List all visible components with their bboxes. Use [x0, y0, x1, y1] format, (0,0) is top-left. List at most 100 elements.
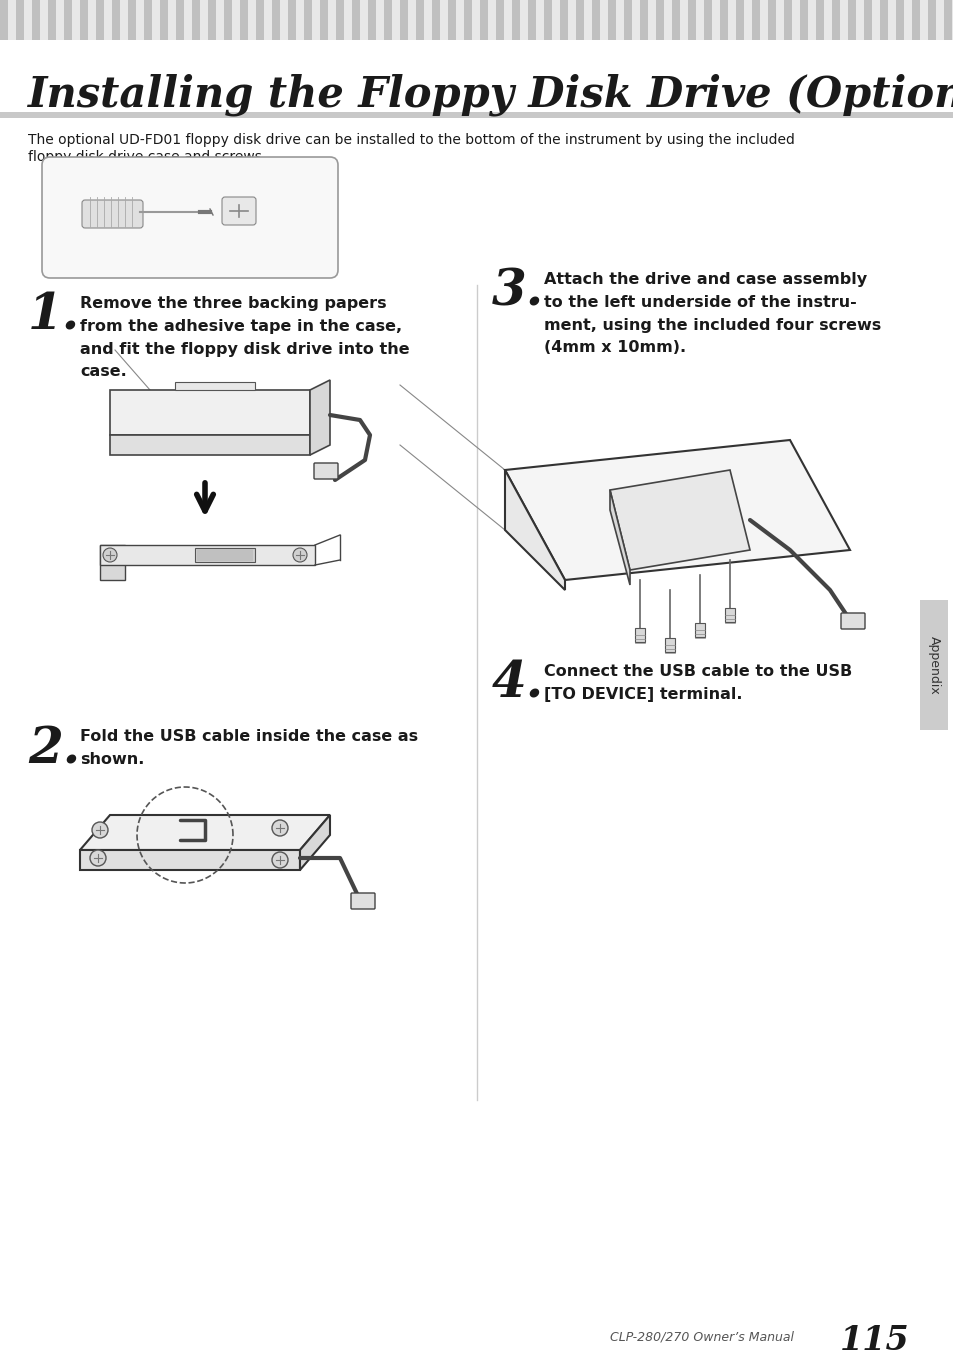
Bar — [791, 0, 800, 41]
Text: Connect the USB cable to the USB
[TO DEVICE] terminal.: Connect the USB cable to the USB [TO DEV… — [543, 663, 851, 701]
Bar — [208, 0, 215, 41]
Bar — [599, 0, 607, 41]
Bar — [272, 0, 280, 41]
Bar — [919, 600, 947, 730]
Bar — [48, 0, 56, 41]
Bar — [635, 628, 644, 642]
Bar — [215, 0, 224, 41]
Bar — [196, 549, 253, 561]
Bar — [720, 0, 727, 41]
FancyBboxPatch shape — [82, 200, 143, 228]
Bar — [656, 0, 663, 41]
Bar — [232, 0, 240, 41]
Bar — [567, 0, 576, 41]
Bar — [879, 0, 887, 41]
Bar — [416, 0, 423, 41]
Bar — [616, 0, 623, 41]
Bar — [8, 0, 16, 41]
Bar — [576, 0, 583, 41]
Bar — [503, 0, 512, 41]
Bar — [527, 0, 536, 41]
Bar — [647, 0, 656, 41]
Bar — [543, 0, 552, 41]
Circle shape — [272, 820, 288, 836]
Bar — [711, 0, 720, 41]
Bar — [175, 0, 184, 41]
Bar — [903, 0, 911, 41]
Bar — [512, 0, 519, 41]
Bar — [432, 0, 439, 41]
Bar — [312, 0, 319, 41]
Bar — [136, 0, 144, 41]
Polygon shape — [100, 544, 125, 580]
Text: Attach the drive and case assembly
to the left underside of the instru-
ment, us: Attach the drive and case assembly to th… — [543, 272, 881, 355]
Bar — [519, 0, 527, 41]
Text: 2.: 2. — [28, 725, 80, 774]
Polygon shape — [504, 470, 564, 590]
Text: 1.: 1. — [28, 292, 80, 340]
FancyBboxPatch shape — [351, 893, 375, 909]
Bar — [248, 0, 255, 41]
Bar — [359, 0, 368, 41]
Polygon shape — [310, 380, 330, 455]
Bar — [184, 0, 192, 41]
Bar — [607, 0, 616, 41]
Bar — [392, 0, 399, 41]
Bar — [935, 0, 943, 41]
Bar — [194, 549, 254, 562]
Bar — [951, 0, 953, 41]
Bar — [71, 0, 80, 41]
Bar — [328, 0, 335, 41]
Bar — [448, 0, 456, 41]
Bar — [887, 0, 895, 41]
Polygon shape — [110, 435, 310, 455]
Bar — [352, 0, 359, 41]
Bar — [128, 0, 136, 41]
Bar — [895, 0, 903, 41]
FancyBboxPatch shape — [841, 613, 864, 630]
Bar — [240, 0, 248, 41]
Bar — [439, 0, 448, 41]
Bar — [840, 0, 847, 41]
Polygon shape — [80, 815, 330, 850]
Text: 115: 115 — [840, 1324, 909, 1351]
Bar — [847, 0, 855, 41]
Text: Fold the USB cable inside the case as
shown.: Fold the USB cable inside the case as sh… — [80, 730, 417, 767]
FancyBboxPatch shape — [314, 463, 337, 480]
Bar — [831, 0, 840, 41]
Bar — [855, 0, 863, 41]
Bar — [559, 0, 567, 41]
Bar — [735, 0, 743, 41]
Bar — [623, 0, 631, 41]
Text: CLP-280/270 Owner’s Manual: CLP-280/270 Owner’s Manual — [609, 1329, 793, 1343]
Bar — [120, 0, 128, 41]
Bar — [375, 0, 384, 41]
Bar — [104, 0, 112, 41]
Bar — [96, 0, 104, 41]
Bar — [703, 0, 711, 41]
Bar — [344, 0, 352, 41]
Bar — [751, 0, 760, 41]
Text: Remove the three backing papers
from the adhesive tape in the case,
and fit the : Remove the three backing papers from the… — [80, 296, 409, 380]
Polygon shape — [100, 544, 314, 565]
Bar — [144, 0, 152, 41]
Bar — [32, 0, 40, 41]
Bar — [760, 0, 767, 41]
Polygon shape — [174, 382, 254, 390]
Bar — [255, 0, 264, 41]
Bar — [88, 0, 96, 41]
Bar — [472, 0, 479, 41]
Bar — [815, 0, 823, 41]
Bar — [727, 0, 735, 41]
Bar — [288, 0, 295, 41]
Bar — [767, 0, 775, 41]
Bar — [192, 0, 200, 41]
Bar — [871, 0, 879, 41]
Bar — [696, 0, 703, 41]
Polygon shape — [80, 850, 299, 870]
Bar — [168, 0, 175, 41]
FancyBboxPatch shape — [222, 197, 255, 226]
Bar — [295, 0, 304, 41]
Bar — [863, 0, 871, 41]
Bar — [943, 0, 951, 41]
